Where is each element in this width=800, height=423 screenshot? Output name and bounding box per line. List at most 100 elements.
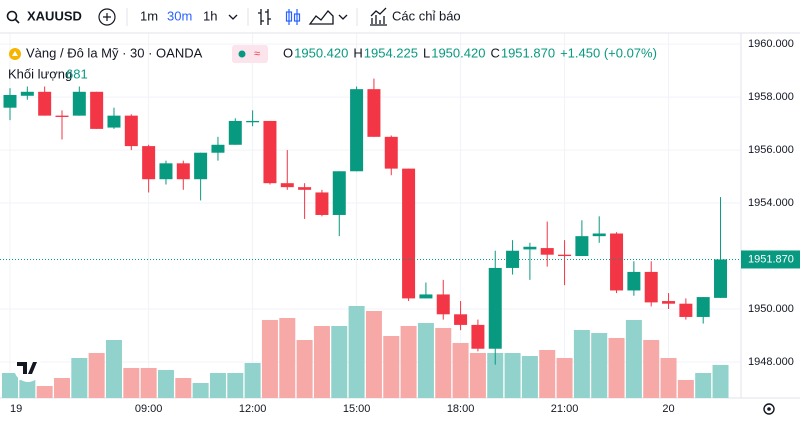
candle-body	[228, 120, 242, 145]
volume-bar	[608, 337, 625, 398]
volume-bar	[504, 352, 521, 398]
interval-menu[interactable]	[228, 14, 238, 20]
candle-body	[384, 136, 398, 169]
x-tick-label: 15:00	[343, 403, 371, 415]
x-tick-label: 21:00	[551, 403, 579, 415]
candle-body	[506, 250, 520, 268]
tv-logo	[14, 354, 42, 382]
volume-bar	[313, 326, 330, 398]
candle-body	[159, 163, 173, 180]
candle-body	[488, 267, 502, 349]
last-price-label: 1951.870	[748, 253, 794, 265]
last-price-tag	[741, 250, 800, 269]
y-tick-label: 1954.000	[748, 197, 794, 209]
volume-bar	[573, 329, 590, 398]
legend: Vàng / Đô la Mỹ · 30 · OANDA ≈ O 1950.420…	[8, 45, 657, 81]
volume-bar	[88, 352, 105, 398]
volume-bar	[660, 357, 677, 398]
ohlc-value: 1950.420	[431, 45, 485, 60]
candle-body	[55, 115, 69, 117]
x-tick-label: 12:00	[239, 403, 267, 415]
status-badge[interactable]	[232, 45, 268, 63]
candle-body	[315, 192, 329, 215]
volume-bar	[365, 311, 382, 398]
volume-bar	[695, 372, 712, 398]
volume-bar	[244, 362, 261, 398]
volume-bar	[53, 377, 70, 398]
interval[interactable]: 1m	[140, 8, 158, 23]
candle-body	[610, 233, 624, 291]
y-tick-label: 1960.000	[748, 38, 794, 50]
volume-name: Khối lượng	[8, 66, 72, 81]
candle-body	[211, 144, 225, 153]
volume-bar	[71, 357, 88, 398]
market-open-dot	[238, 50, 246, 58]
volume-bar	[157, 369, 174, 398]
volume-bar	[331, 326, 348, 398]
change: +1.450 (+0.07%)	[560, 45, 657, 60]
volume-bar	[435, 327, 452, 398]
candle-body	[419, 294, 433, 299]
toolbar: XAUUSD 1m 30m 1h Các chỉ báo	[0, 7, 800, 34]
volume-bar	[487, 352, 504, 398]
x-tick-label: 18:00	[447, 403, 475, 415]
candle-body	[298, 187, 312, 190]
volume-bar	[140, 367, 157, 398]
candle-body	[124, 115, 138, 147]
interval-active[interactable]: 30m	[167, 8, 192, 23]
candle-body	[471, 324, 485, 349]
ohlc-key: O	[283, 45, 293, 60]
symbol[interactable]: XAUUSD	[27, 8, 82, 23]
search-icon[interactable]	[6, 10, 18, 22]
symbol-logo	[12, 51, 18, 56]
volume-bar	[105, 339, 122, 398]
volume-bar	[400, 326, 417, 398]
tv-logo	[17, 362, 37, 374]
bars-icon[interactable]	[258, 9, 271, 25]
candle-body	[20, 91, 34, 96]
ohlc-value: 1950.420	[294, 45, 348, 60]
candle-body	[246, 120, 260, 123]
x-tick-label: 20	[662, 403, 674, 415]
candles-icon	[293, 13, 301, 22]
x-tick-label: 09:00	[135, 403, 163, 415]
volume-bar	[192, 382, 209, 398]
volume-bar	[296, 339, 313, 398]
volume-bar	[261, 319, 278, 398]
volume-bar	[348, 306, 365, 398]
candle-body	[263, 120, 277, 184]
candle-body	[696, 297, 710, 317]
chart-type-menu[interactable]	[338, 14, 348, 20]
candle-body	[194, 152, 208, 180]
candle-body	[332, 171, 346, 215]
candle-body	[454, 314, 468, 325]
candle-body	[592, 233, 606, 237]
volume-last: 681	[66, 66, 88, 81]
volume-bar	[279, 317, 296, 398]
candle-body	[90, 91, 104, 129]
candle-body	[142, 146, 156, 180]
add-symbol[interactable]	[98, 8, 116, 26]
area-icon[interactable]	[308, 10, 334, 25]
volume-bar	[452, 342, 469, 398]
y-tick-label: 1958.000	[748, 91, 794, 103]
volume-bar	[36, 386, 53, 398]
candle-body	[436, 294, 450, 315]
indicators[interactable]: Các chỉ báo	[392, 8, 461, 23]
candle-body	[38, 91, 52, 116]
interval[interactable]: 1h	[203, 8, 217, 23]
volume-bar	[175, 377, 192, 398]
settings-icon[interactable]	[763, 403, 775, 415]
candle-body	[107, 115, 121, 128]
indicators-icon[interactable]	[370, 7, 387, 26]
x-tick-label: 19	[10, 403, 22, 415]
volume-bar	[123, 367, 140, 398]
candle-body	[350, 89, 364, 172]
volume-bar	[383, 336, 400, 398]
candle-body	[662, 301, 676, 304]
volume-bar	[712, 364, 729, 398]
settings-icon	[767, 407, 771, 411]
volume-bar	[556, 357, 573, 398]
